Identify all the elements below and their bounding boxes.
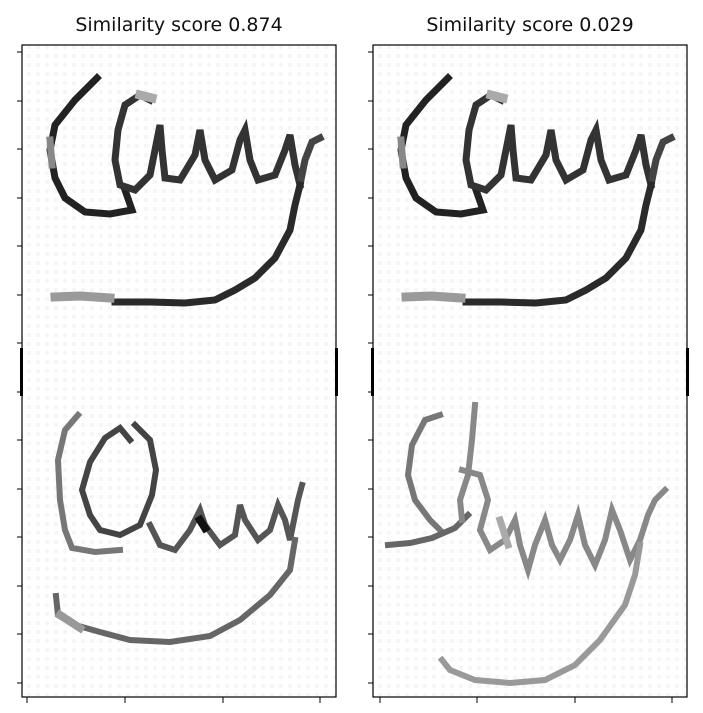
- separator-mark-left-right: [335, 348, 338, 396]
- x-ticks-left: [27, 697, 320, 703]
- separator-mark-right: [371, 348, 374, 396]
- separator-mark-left: [20, 348, 23, 396]
- separator-mark-right-right: [686, 348, 689, 396]
- panel-right: [368, 45, 689, 703]
- x-ticks-right: [380, 697, 672, 703]
- panel-left: [17, 45, 338, 703]
